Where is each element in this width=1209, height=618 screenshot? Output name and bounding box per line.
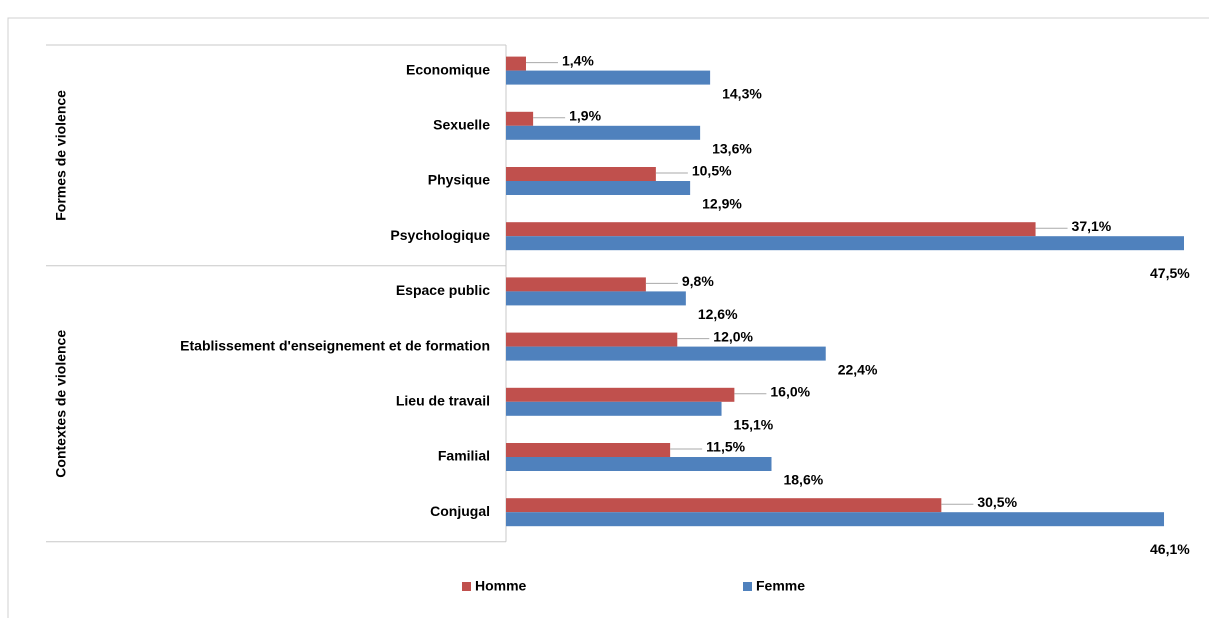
data-label: 18,6% bbox=[783, 472, 823, 488]
y-tick-label: Espace public bbox=[396, 282, 490, 298]
bar bbox=[506, 125, 701, 140]
y-tick-label: Economique bbox=[406, 61, 490, 77]
data-label: 37,1% bbox=[1072, 218, 1112, 234]
bar bbox=[506, 222, 1036, 237]
legend-label: Homme bbox=[475, 578, 527, 594]
data-label: 47,5% bbox=[1150, 265, 1190, 281]
data-label: 12,9% bbox=[702, 196, 742, 212]
bar bbox=[506, 111, 534, 126]
bar bbox=[506, 56, 526, 71]
y-tick-label: Psychologique bbox=[390, 227, 490, 243]
bar bbox=[506, 291, 686, 306]
legend-swatch bbox=[743, 582, 752, 591]
bar bbox=[506, 457, 772, 471]
chart-border bbox=[7, 17, 1209, 618]
y-tick-label: Familial bbox=[438, 448, 490, 464]
bar bbox=[506, 498, 942, 513]
bar bbox=[506, 346, 826, 361]
data-label: 13,6% bbox=[712, 141, 752, 157]
data-label: 30,5% bbox=[977, 494, 1017, 510]
data-label: 9,8% bbox=[682, 273, 714, 289]
data-label: 46,1% bbox=[1150, 541, 1190, 557]
y-tick-label: Conjugal bbox=[430, 503, 490, 519]
data-label: 22,4% bbox=[838, 361, 878, 377]
data-label: 15,1% bbox=[734, 417, 774, 433]
bar bbox=[506, 387, 735, 402]
group-label: Formes de violence bbox=[53, 90, 69, 221]
data-label: 16,0% bbox=[770, 384, 810, 400]
bar bbox=[506, 167, 656, 181]
data-label: 12,6% bbox=[698, 306, 738, 322]
bar bbox=[506, 512, 1165, 527]
bar bbox=[506, 181, 691, 195]
data-label: 11,5% bbox=[706, 439, 745, 455]
bar bbox=[506, 277, 646, 292]
bar bbox=[506, 401, 722, 416]
data-label: 1,4% bbox=[562, 52, 594, 68]
bar bbox=[506, 70, 711, 85]
bar bbox=[506, 332, 678, 347]
group-label: Contextes de violence bbox=[53, 330, 69, 478]
bar bbox=[506, 443, 671, 457]
legend-swatch bbox=[462, 582, 471, 591]
y-tick-label: Sexuelle bbox=[433, 117, 490, 133]
data-label: 12,0% bbox=[713, 328, 753, 344]
y-tick-label: Physique bbox=[428, 172, 490, 188]
data-label: 1,9% bbox=[569, 108, 601, 124]
y-tick-label: Lieu de travail bbox=[396, 393, 490, 409]
bar bbox=[506, 236, 1184, 251]
data-label: 10,5% bbox=[692, 163, 732, 179]
data-label: 14,3% bbox=[722, 85, 762, 101]
y-tick-label: Etablissement d'enseignement et de forma… bbox=[180, 337, 490, 353]
legend-label: Femme bbox=[756, 578, 805, 594]
